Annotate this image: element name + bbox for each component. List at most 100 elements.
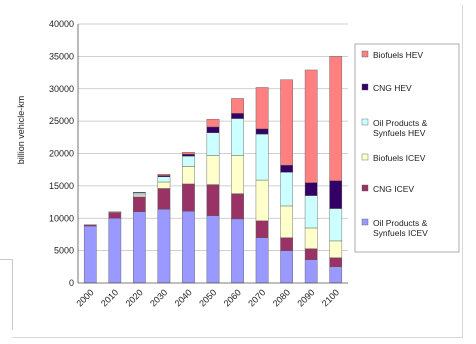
x-tick-label: 2030 xyxy=(148,287,169,308)
bar-segment xyxy=(182,166,195,185)
bar-segment xyxy=(255,128,269,135)
bar-segment xyxy=(231,118,244,156)
bar-segment xyxy=(206,126,220,133)
legend-swatch xyxy=(361,50,369,58)
bar-segment xyxy=(206,184,220,216)
x-tick-labels: 2000 2010 2020 2030 2040 2050 2060 2070 2080 2090… xyxy=(74,287,341,308)
bar-segment xyxy=(329,56,343,181)
bar-segment xyxy=(231,218,244,284)
bar-segment xyxy=(304,182,318,196)
bar-segment xyxy=(108,218,122,284)
bar-segment xyxy=(133,192,146,194)
bar-segment xyxy=(157,174,171,176)
bar-segment xyxy=(255,220,269,238)
y-tick-label: 40000 xyxy=(49,19,74,29)
bar-segment xyxy=(280,164,293,173)
bar-segment xyxy=(329,257,343,268)
y-tick-label: 25000 xyxy=(49,116,74,126)
x-tick-label: 2100 xyxy=(320,287,341,308)
y-tick-labels: 0 5000 10000 15000 20000 25000 30000 35000 40000 xyxy=(49,19,74,288)
bar-segment xyxy=(231,113,244,119)
axes xyxy=(77,24,348,284)
bar-segment xyxy=(108,211,122,213)
legend-label: Oil Products & xyxy=(373,118,428,128)
x-tick-label: 2020 xyxy=(124,287,145,308)
legend-label: Synfuels HEV xyxy=(373,128,426,138)
y-axis-title: billion vehicle-km xyxy=(16,96,26,165)
bar-segment xyxy=(231,98,244,114)
bar-segment xyxy=(255,237,269,284)
gridlines xyxy=(78,23,348,252)
x-tick-label: 2000 xyxy=(74,287,95,308)
y-tick-label: 35000 xyxy=(49,51,74,61)
frame-line xyxy=(462,5,463,338)
bar-segment xyxy=(206,215,220,284)
legend-swatch xyxy=(361,153,369,161)
bar-segment xyxy=(182,155,195,167)
frame-line xyxy=(0,259,13,260)
legend-label: Biofuels ICEV xyxy=(373,153,426,163)
bar-segment xyxy=(255,133,269,181)
bar-segment xyxy=(182,153,195,157)
bar-segment xyxy=(255,179,269,222)
bar-segment xyxy=(182,210,195,284)
bar-segment xyxy=(280,205,293,238)
bar-segment xyxy=(206,118,220,128)
bar-segment xyxy=(304,69,318,183)
bar-segment xyxy=(280,250,293,284)
bar-segment xyxy=(329,180,343,209)
legend-swatch xyxy=(361,118,369,126)
bar-segment xyxy=(231,155,244,194)
bars xyxy=(83,56,343,284)
bar-segment xyxy=(133,211,146,284)
bar-segment xyxy=(157,208,171,284)
frame-line xyxy=(12,337,463,338)
bar-segment xyxy=(83,225,97,284)
bar-segment xyxy=(280,237,293,251)
bar-segment xyxy=(280,172,293,207)
x-tick-label: 2090 xyxy=(295,287,316,308)
legend-label: Oil Products & xyxy=(373,218,428,228)
bar-segment xyxy=(157,181,171,189)
y-tick-label: 5000 xyxy=(54,246,74,256)
bar-segment xyxy=(108,212,122,219)
bar-segment xyxy=(329,240,343,258)
y-tick-label: 20000 xyxy=(49,149,74,159)
bar-segment xyxy=(206,132,220,156)
bar-segment xyxy=(255,87,269,130)
bar-segment xyxy=(329,208,343,242)
y-tick-label: 0 xyxy=(69,278,74,288)
bar-segment xyxy=(304,248,318,260)
bar-segment xyxy=(133,194,146,198)
y-tick-label: 30000 xyxy=(49,84,74,94)
bar-segment xyxy=(304,227,318,249)
bar-segment xyxy=(83,224,97,227)
y-tick-label: 15000 xyxy=(49,181,74,191)
legend-box xyxy=(354,43,460,253)
x-tick-label: 2070 xyxy=(246,287,267,308)
bar-segment xyxy=(304,259,318,284)
bar-segment xyxy=(280,79,293,166)
bar-segment xyxy=(231,193,244,220)
legend-swatch xyxy=(361,218,369,226)
bar-segment xyxy=(157,188,171,210)
bar-segment xyxy=(133,196,146,212)
bar-segment xyxy=(182,183,195,212)
x-tick-label: 2060 xyxy=(222,287,243,308)
bar-segment xyxy=(304,195,318,229)
x-tick-label: 2040 xyxy=(173,287,194,308)
legend-label: Biofuels HEV xyxy=(373,50,423,60)
x-tick-label: 2080 xyxy=(271,287,292,308)
bar-segment xyxy=(157,176,171,183)
legend-swatch xyxy=(361,83,369,91)
x-tick-label: 2050 xyxy=(197,287,218,308)
x-tick-label: 2010 xyxy=(99,287,120,308)
y-tick-label: 10000 xyxy=(49,213,74,223)
bar-segment xyxy=(206,155,220,185)
bar-segment xyxy=(133,192,146,196)
legend-label: CNG ICEV xyxy=(373,184,414,194)
legend-label: CNG HEV xyxy=(373,83,412,93)
legend-label: Synfuels ICEV xyxy=(373,228,428,238)
